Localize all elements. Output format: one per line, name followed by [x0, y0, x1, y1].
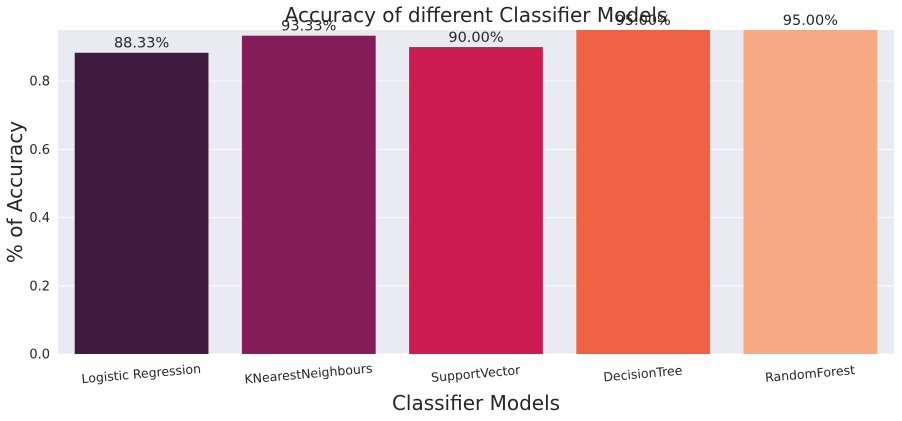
x-axis-ticks: Logistic Regression KNearestNeighbours Sup…: [81, 360, 856, 386]
x-axis-label: Classifier Models: [392, 391, 560, 415]
bar: [409, 47, 543, 354]
bar: [74, 52, 209, 355]
x-tick-label: Logistic Regression: [81, 361, 202, 386]
bar: [576, 30, 711, 354]
y-tick-label: 0.4: [29, 211, 50, 226]
bar-data-label: 90.00%: [448, 30, 503, 46]
x-tick-label: RandomForest: [764, 362, 855, 385]
data-labels: 88.33% 93.33% 90.00% 95.00% 95.00%: [114, 13, 838, 52]
y-tick-label: 0.8: [29, 75, 50, 90]
bar: [743, 30, 878, 354]
x-tick-label: KNearestNeighbours: [244, 360, 373, 386]
y-axis-label: % of Accuracy: [3, 121, 27, 263]
chart-title: Accuracy of different Classifier Models: [285, 3, 668, 27]
x-tick-label: DecisionTree: [603, 363, 684, 385]
bar-data-label: 95.00%: [616, 13, 671, 29]
y-axis-ticks: 0.0 0.2 0.4 0.6 0.8: [29, 75, 50, 363]
y-tick-label: 0.0: [29, 348, 50, 363]
x-tick-label: SupportVector: [430, 362, 521, 385]
y-tick-label: 0.2: [29, 279, 50, 294]
bar: [241, 35, 376, 354]
bar-data-label: 93.33%: [281, 19, 336, 35]
bars: [74, 30, 878, 355]
bar-data-label: 95.00%: [783, 13, 838, 29]
bar-data-label: 88.33%: [114, 36, 169, 52]
y-tick-label: 0.6: [29, 143, 50, 158]
